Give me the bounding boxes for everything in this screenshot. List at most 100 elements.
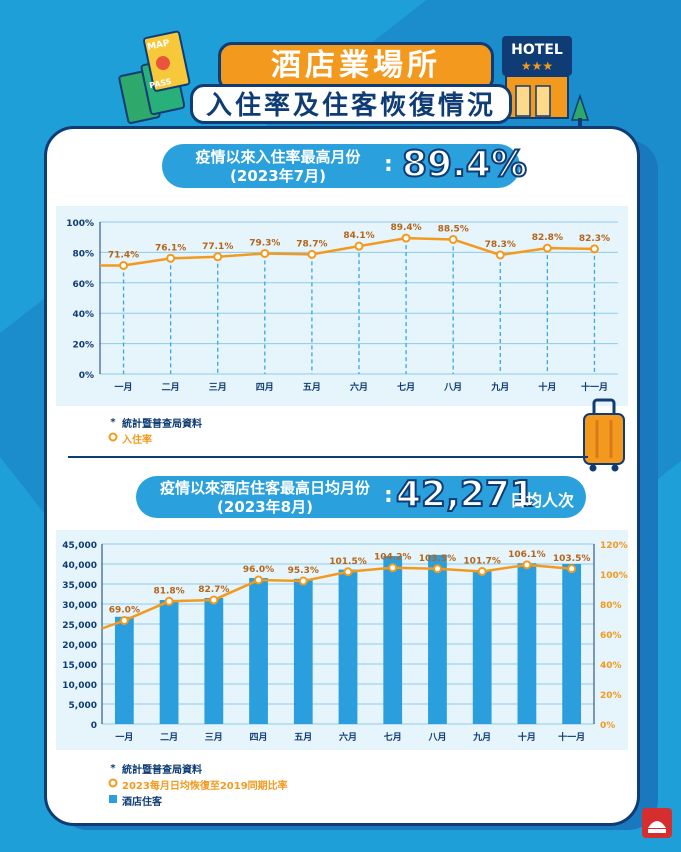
x-tick-label: 三月: [205, 732, 223, 743]
y-left-tick-label: 10,000: [62, 681, 97, 691]
guests-bar: [517, 563, 537, 724]
occupancy-point: [307, 249, 317, 259]
guests-bar: [293, 578, 313, 724]
recovery-point: [567, 564, 577, 574]
occupancy-line-chart: 0% 20% 40% 60% 80% 100% 71.4% 一月 76.1% 二月 77.1% 三月 7…: [66, 219, 618, 393]
recovery-point: [522, 560, 532, 570]
guests-bar: [562, 564, 582, 724]
x-tick-label: 十月: [518, 731, 536, 743]
x-tick-label: 四月: [250, 732, 268, 743]
recovery-point: [343, 567, 353, 577]
x-tick-label: 七月: [384, 731, 402, 743]
occupancy-point: [448, 234, 458, 244]
ticket-illustration: MAP PASS: [118, 30, 191, 124]
y-right-tick-label: 100%: [600, 571, 628, 581]
page-subtitle: 入住率及住客恢復情況: [190, 84, 512, 124]
x-tick-label: 二月: [160, 732, 178, 743]
guests-legend-source: 統計暨普查局資料: [122, 764, 202, 776]
y-right-tick-label: 120%: [600, 541, 628, 551]
title-badge: 酒店業場所 入住率及住客恢復情況: [190, 36, 512, 126]
data-label: 84.1%: [343, 231, 374, 241]
recovery-point: [298, 576, 308, 586]
asterisk-icon: *: [110, 762, 116, 774]
x-tick-label: 一月: [115, 732, 133, 743]
hotel-stars: ★★★: [521, 59, 553, 73]
y-right-tick-label: 20%: [600, 691, 622, 701]
data-label: 106.1%: [508, 550, 545, 560]
occupancy-point: [401, 233, 411, 243]
guests-legend-bar: 酒店住客: [122, 796, 162, 808]
data-label: 82.3%: [579, 234, 610, 244]
guests-legend: * 統計暨普查局資料 2023每月日均恢復至2019同期比率 酒店住客: [104, 760, 288, 808]
occupancy-point: [589, 244, 599, 254]
x-tick-label: 九月: [472, 731, 491, 743]
data-label: 88.5%: [438, 224, 469, 234]
recovery-point: [388, 563, 398, 573]
guests-bar: [338, 569, 358, 724]
circle-marker-icon: [104, 778, 122, 791]
data-label: 71.4%: [108, 250, 139, 260]
data-label: 77.1%: [202, 242, 233, 252]
occupancy-legend: * 統計暨普查局資料 入住率: [104, 414, 202, 446]
x-tick-label: 十一月: [581, 381, 608, 393]
guests-bar: [249, 578, 268, 724]
y-left-tick-label: 30,000: [62, 601, 97, 611]
data-label: 95.3%: [288, 566, 319, 576]
x-tick-label: 九月: [490, 381, 509, 393]
x-tick-label: 八月: [443, 382, 462, 393]
x-tick-label: 六月: [339, 731, 357, 743]
data-label: 69.0%: [109, 606, 140, 616]
guests-highlight-period: (2023年8月): [217, 498, 313, 516]
y-right-tick-label: 60%: [600, 631, 622, 641]
data-label: 101.5%: [329, 557, 367, 567]
hotel-illustration: HOTEL ★★★: [502, 36, 590, 126]
data-label: 104.2%: [374, 553, 412, 563]
recovery-point: [209, 595, 219, 605]
y-left-tick-label: 15,000: [62, 661, 97, 671]
x-tick-label: 三月: [209, 382, 227, 393]
guests-bar: [159, 600, 179, 724]
recovery-point: [432, 564, 442, 574]
guests-bar: [472, 570, 492, 724]
asterisk-icon: *: [110, 416, 116, 428]
highlight-colon-icon: :: [384, 152, 393, 177]
data-label: 81.8%: [153, 586, 184, 596]
guests-legend-line: 2023每月日均恢復至2019同期比率: [122, 780, 288, 792]
guests-bar: [114, 616, 134, 724]
y-tick-label: 60%: [72, 280, 94, 290]
occupancy-legend-series: 入住率: [122, 434, 152, 446]
x-tick-label: 五月: [303, 382, 321, 393]
data-label: 82.7%: [198, 585, 229, 595]
y-tick-label: 100%: [66, 219, 94, 229]
page-title: 酒店業場所: [218, 42, 494, 92]
x-tick-label: 七月: [397, 381, 415, 393]
occupancy-chart-panel: [56, 206, 628, 406]
occupancy-point: [119, 260, 129, 270]
hotel-sign-text: HOTEL: [511, 42, 563, 58]
government-logo: [642, 808, 672, 838]
occupancy-highlight: 疫情以來入住率最高月份 (2023年7月) : 89.4%: [162, 143, 528, 188]
occupancy-point: [354, 241, 364, 251]
y-left-tick-label: 0: [91, 721, 97, 731]
data-label: 89.4%: [390, 223, 421, 233]
y-left-tick-label: 5,000: [69, 701, 97, 711]
y-tick-label: 80%: [72, 249, 94, 259]
y-tick-label: 40%: [72, 310, 94, 320]
x-tick-label: 二月: [162, 382, 180, 393]
y-left-tick-label: 45,000: [62, 541, 97, 551]
highlight-colon-icon: :: [384, 483, 393, 508]
x-tick-label: 十月: [538, 381, 556, 393]
occupancy-point: [213, 252, 223, 262]
x-tick-label: 十一月: [558, 731, 585, 743]
guests-highlight-unit: 日均人次: [510, 491, 575, 510]
guests-bar: [204, 598, 224, 724]
recovery-point: [254, 575, 264, 585]
data-label: 103.5%: [553, 554, 591, 564]
guests-highlight: 疫情以來酒店住客最高日均月份 (2023年8月) : 42,271 日均人次: [136, 473, 586, 518]
data-label: 82.8%: [532, 233, 563, 243]
y-tick-label: 20%: [72, 341, 94, 351]
guests-bar: [428, 554, 447, 724]
x-tick-label: 五月: [294, 732, 312, 743]
y-left-tick-label: 25,000: [62, 621, 97, 631]
guests-bar: [383, 556, 403, 724]
